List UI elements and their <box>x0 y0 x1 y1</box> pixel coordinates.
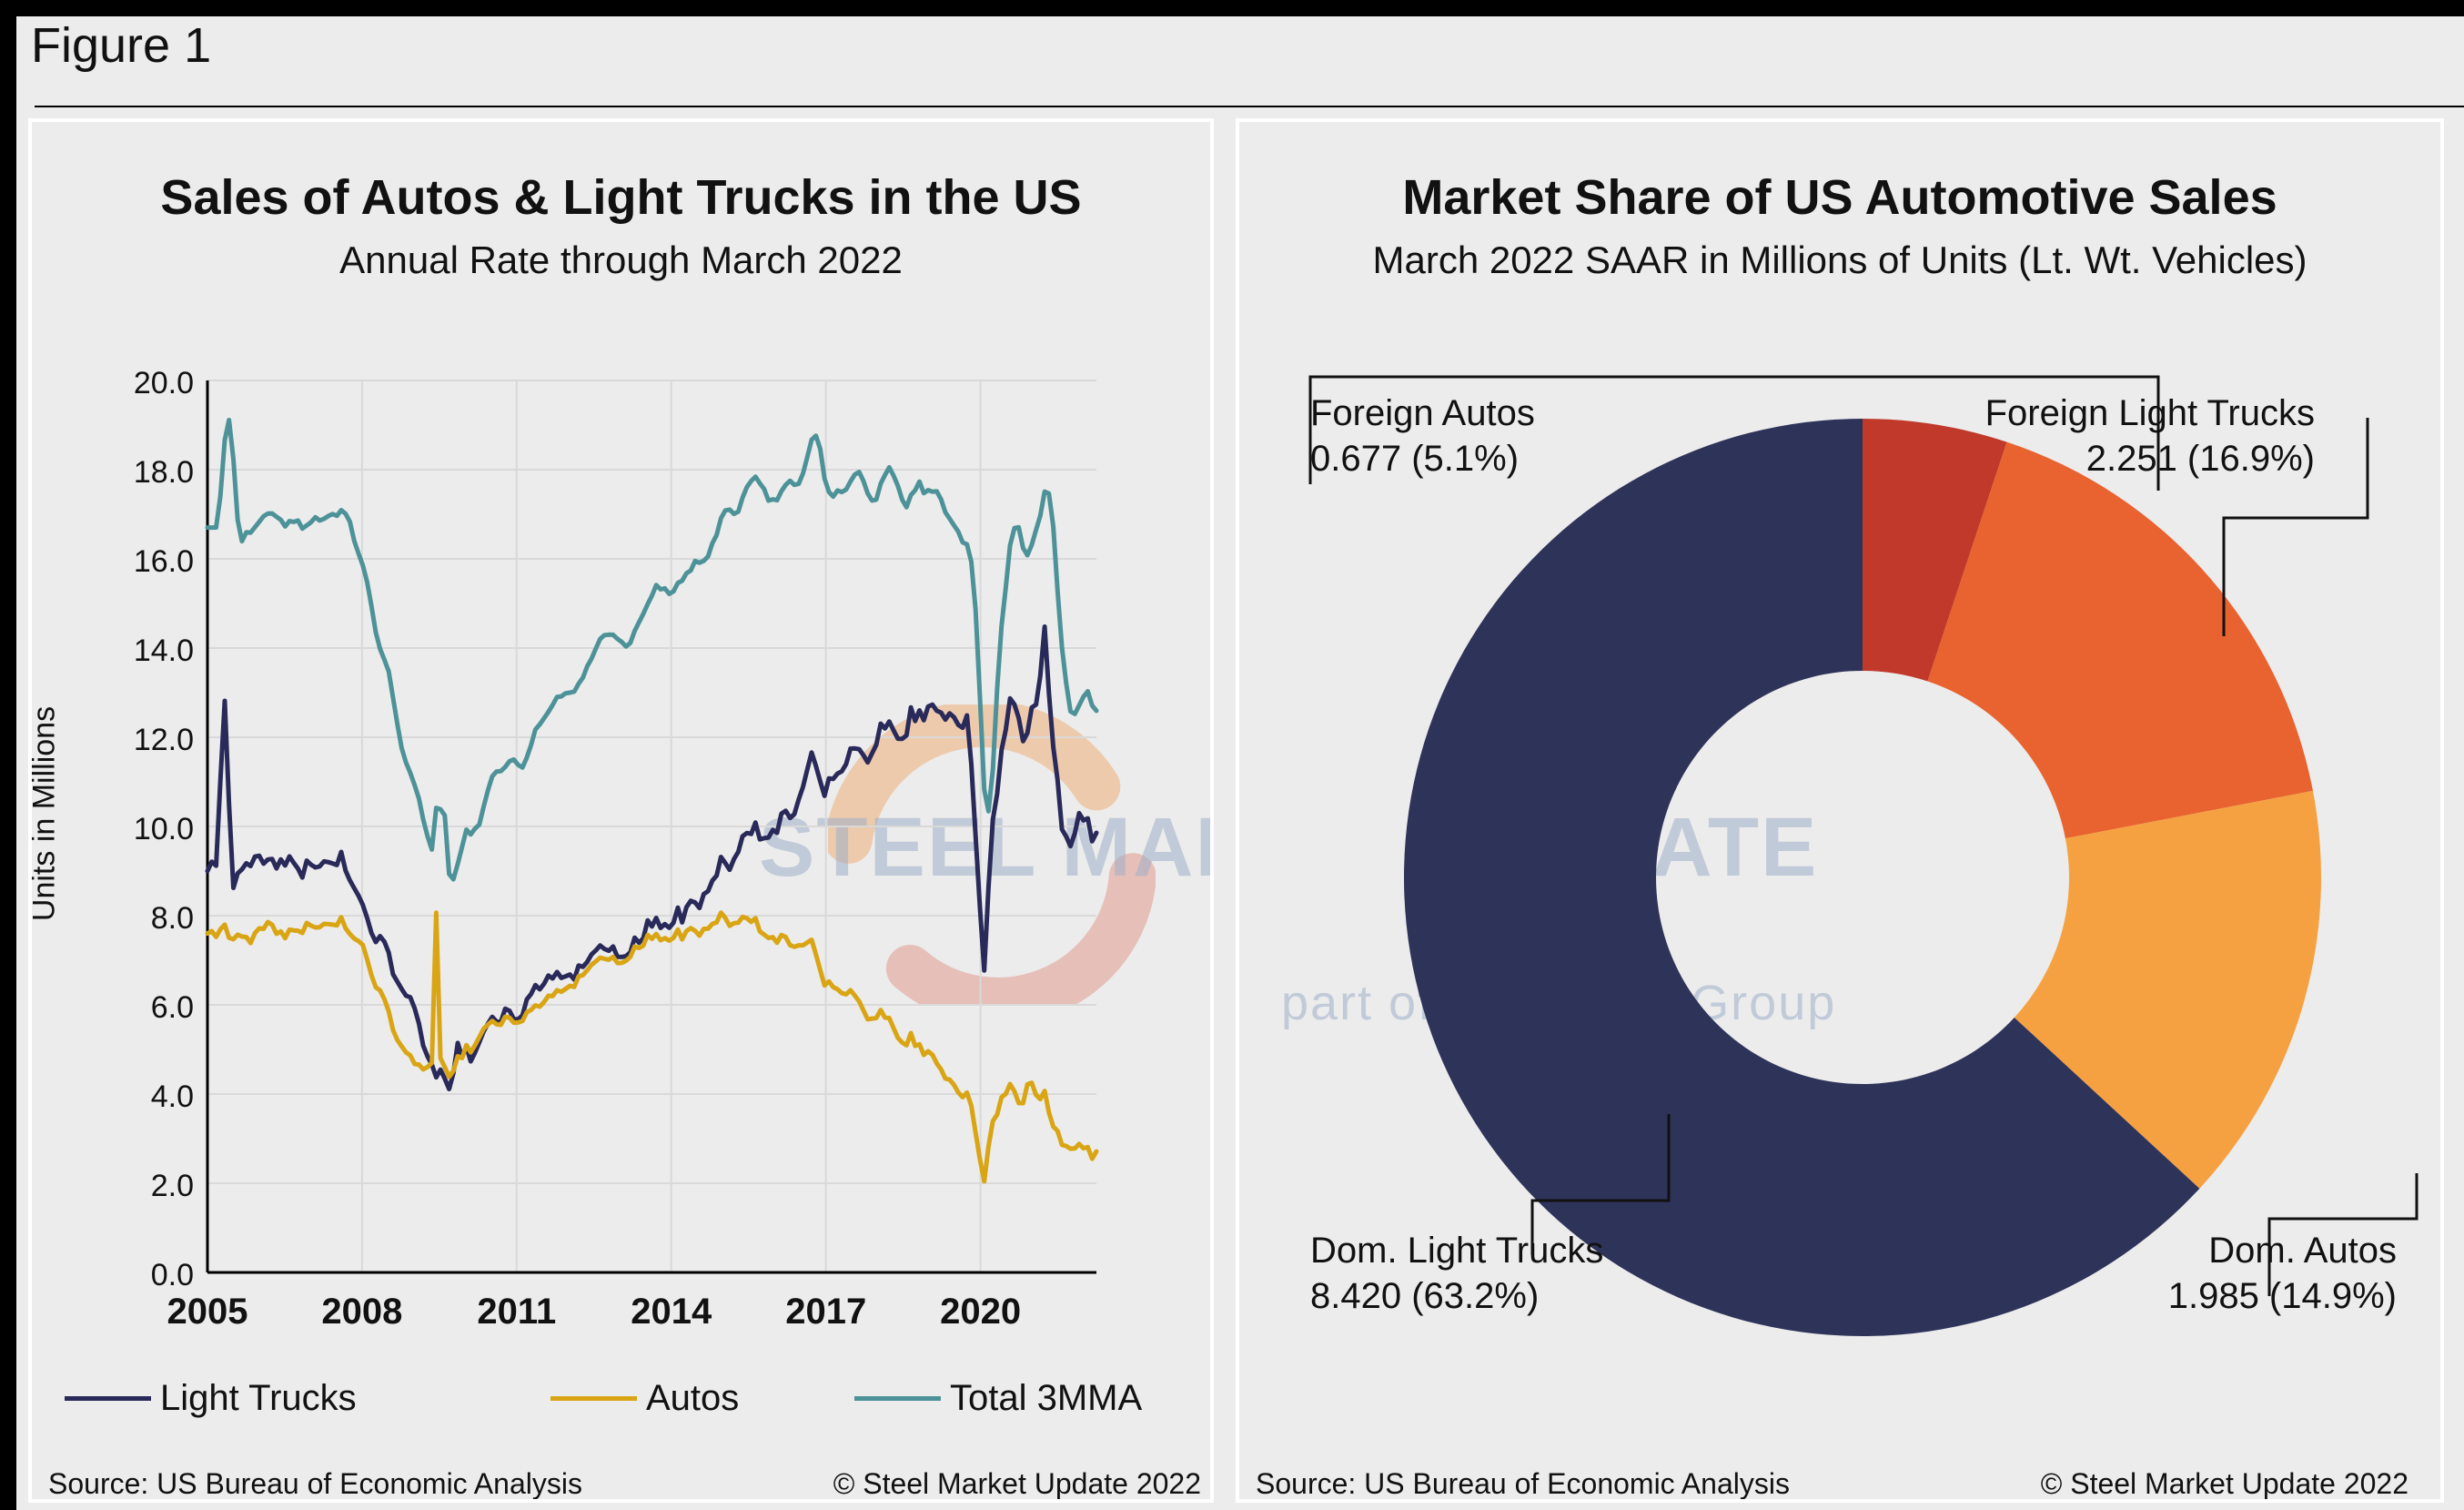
svg-text:8.0: 8.0 <box>151 901 194 936</box>
svg-text:20.0: 20.0 <box>134 366 194 400</box>
svg-text:2014: 2014 <box>631 1292 712 1332</box>
svg-text:10.0: 10.0 <box>134 812 194 846</box>
svg-text:2005: 2005 <box>167 1292 248 1332</box>
svg-text:16.0: 16.0 <box>134 544 194 579</box>
svg-text:2020: 2020 <box>940 1292 1021 1332</box>
svg-text:18.0: 18.0 <box>134 455 194 490</box>
svg-text:4.0: 4.0 <box>151 1079 194 1114</box>
svg-text:0.0: 0.0 <box>151 1258 194 1292</box>
svg-text:2008: 2008 <box>321 1292 402 1332</box>
svg-text:2011: 2011 <box>477 1292 556 1332</box>
svg-text:12.0: 12.0 <box>134 723 194 757</box>
svg-text:6.0: 6.0 <box>151 990 194 1025</box>
svg-text:2017: 2017 <box>785 1292 866 1332</box>
svg-text:14.0: 14.0 <box>134 633 194 668</box>
svg-text:2.0: 2.0 <box>151 1169 194 1203</box>
